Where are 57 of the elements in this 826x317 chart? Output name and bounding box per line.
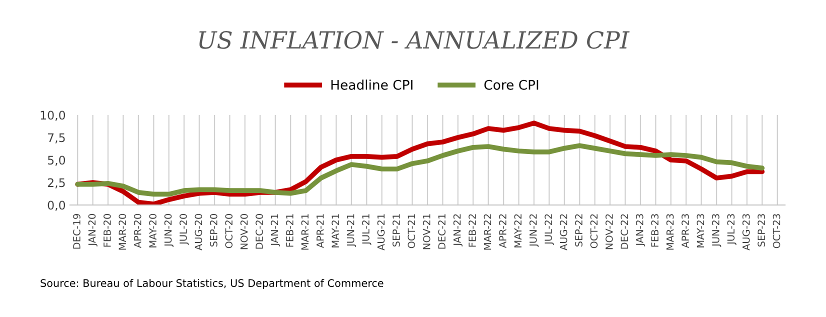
x-tick-label: SEP-21: [392, 214, 400, 247]
legend-label: Headline CPI: [331, 80, 412, 90]
x-tick-label: JUL-23: [727, 214, 736, 245]
x-tick-label: FEB-20: [104, 214, 111, 247]
x-tick-label: MAY-23: [696, 214, 704, 248]
x-tick-label: JAN-22: [453, 214, 463, 246]
x-tick-label: OCT-22: [590, 214, 598, 248]
x-tick-label: FEB-21: [286, 214, 294, 247]
x-tick-label: FEB-23: [651, 214, 659, 247]
x-tick-label: DEC-21: [438, 214, 446, 249]
y-tick-label: 7,5: [48, 133, 65, 144]
source-note: Source: Bureau of Labour Statistics, US Department of Commerce: [40, 278, 384, 290]
y-tick-label: 5,0: [48, 156, 66, 166]
x-tick-label: MAR-20: [118, 214, 126, 250]
x-tick-label: AUG-21: [377, 214, 385, 250]
x-tick-label: OCT-20: [225, 214, 233, 248]
x-tick-label: DEC-22: [620, 214, 628, 249]
y-tick-label: 10,0: [40, 110, 66, 121]
x-tick-label: JUN-23: [712, 214, 722, 247]
x-tick-label: NOV-22: [606, 214, 613, 250]
x-tick-label: SEP-20: [210, 214, 218, 247]
x-tick-label: MAY-22: [514, 214, 522, 248]
x-tick-label: DEC-19: [73, 214, 80, 249]
x-tick-label: MAR-21: [301, 214, 308, 250]
chart-title: US INFLATION - ANNUALIZED CPI: [199, 30, 630, 49]
x-tick-label: AUG-23: [742, 214, 750, 250]
x-tick-label: APR-22: [499, 214, 506, 248]
x-tick-label: OCT-23: [772, 214, 780, 248]
x-tick-label: APR-20: [134, 214, 142, 248]
x-tick-label: JUN-21: [346, 214, 356, 247]
x-tick-label: APR-21: [316, 214, 324, 248]
x-tick-label: JAN-23: [636, 214, 646, 246]
x-tick-label: MAR-22: [484, 214, 492, 250]
y-tick-label: 0,0: [48, 200, 66, 211]
line-series: [75, 143, 765, 197]
x-tick-label: NOV-20: [240, 214, 248, 250]
x-tick-label: MAY-20: [149, 214, 156, 248]
x-tick-label: JUL-21: [362, 214, 372, 245]
x-tick-label: JAN-21: [270, 214, 280, 246]
x-tick-label: JAN-20: [88, 214, 98, 246]
x-tick-label: OCT-21: [408, 214, 416, 248]
x-tick-label: SEP-23: [758, 214, 765, 247]
x-tick-label: MAR-23: [666, 214, 674, 250]
x-tick-label: SEP-22: [575, 214, 582, 247]
x-tick-label: FEB-22: [468, 214, 476, 247]
legend-label: Core CPI: [484, 80, 538, 90]
x-tick-label: NOV-21: [422, 214, 430, 250]
x-tick-label: JUN-22: [529, 214, 539, 247]
x-tick-label: AUG-20: [194, 214, 202, 250]
x-tick-label: APR-23: [682, 214, 689, 248]
x-tick-label: JUL-22: [544, 214, 554, 245]
x-tick-label: JUL-20: [180, 214, 189, 245]
x-tick-label: MAY-21: [332, 214, 339, 248]
x-tick-label: DEC-20: [256, 214, 263, 249]
x-tick-label: AUG-22: [560, 214, 568, 250]
x-tick-label: JUN-20: [164, 214, 174, 247]
y-tick-label: 2,5: [48, 178, 65, 188]
